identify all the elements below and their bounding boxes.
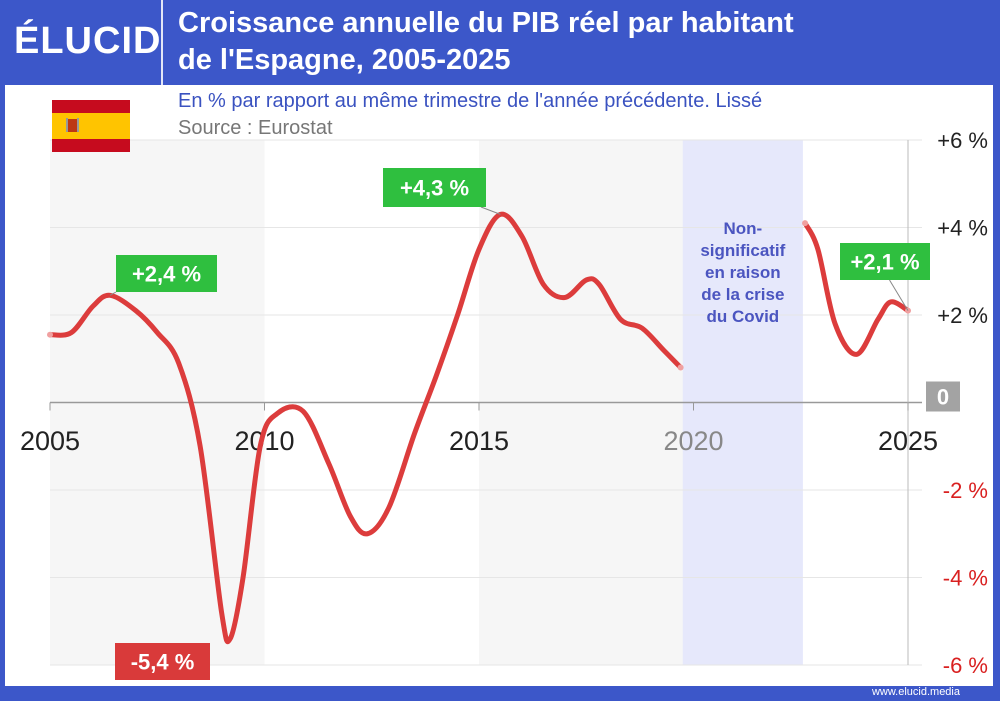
annotation-label: +2,4 %: [132, 262, 201, 287]
annotation-leader: [109, 291, 117, 296]
series-line-post-covid: [802, 220, 911, 357]
segment-endpoint: [47, 331, 53, 338]
x-tick-label: 2020: [663, 426, 723, 456]
covid-note-line: du Covid: [706, 307, 779, 326]
y-tick-label: -6 %: [943, 653, 988, 678]
series-line-pre-covid: [47, 211, 684, 645]
y-tick-label: -4 %: [943, 566, 988, 591]
annotation-label: +2,1 %: [850, 250, 919, 275]
logo: ÉLUCID: [14, 20, 162, 62]
covid-note-line: en raison: [705, 263, 781, 282]
header-divider: [161, 0, 163, 85]
annotation-box: [840, 243, 930, 280]
footer-url: www.elucid.media: [871, 686, 960, 698]
annotation-label: -5,4 %: [131, 650, 195, 675]
x-tick-label: 2005: [20, 426, 80, 456]
x-tick-label: 2015: [449, 426, 509, 456]
chart-source: Source : Eurostat: [178, 117, 333, 139]
zero-label-box: [926, 381, 960, 412]
annotation-leader: [889, 279, 909, 311]
chart-subtitle: En % par rapport au même trimestre de l'…: [178, 90, 763, 112]
spain-flag-icon: [52, 100, 130, 152]
x-tick-label: 2025: [878, 426, 938, 456]
annotation-box: [116, 255, 217, 292]
annotation-label: +4,3 %: [400, 176, 469, 201]
y-tick-label: +4 %: [937, 216, 988, 241]
y-tick-label: 0: [937, 385, 949, 410]
annotation-leader: [480, 206, 501, 215]
y-tick-label: +6 %: [937, 128, 988, 153]
chart-title: Croissance annuelle du PIB réel par habi…: [178, 5, 794, 79]
title-line-1: Croissance annuelle du PIB réel par habi…: [178, 7, 794, 39]
segment-endpoint: [802, 220, 809, 227]
segment-endpoint: [677, 364, 684, 371]
covid-note-line: Non-: [723, 219, 762, 238]
title-line-2: de l'Espagne, 2005-2025: [178, 44, 511, 76]
covid-note-line: significatif: [700, 241, 785, 260]
annotation-box: [383, 168, 486, 207]
y-tick-label: -2 %: [943, 478, 988, 503]
header: ÉLUCID Croissance annuelle du PIB réel p…: [0, 0, 1000, 85]
covid-note-line: de la crise: [701, 285, 784, 304]
annotation-box: [115, 643, 210, 680]
y-tick-label: +2 %: [937, 303, 988, 328]
